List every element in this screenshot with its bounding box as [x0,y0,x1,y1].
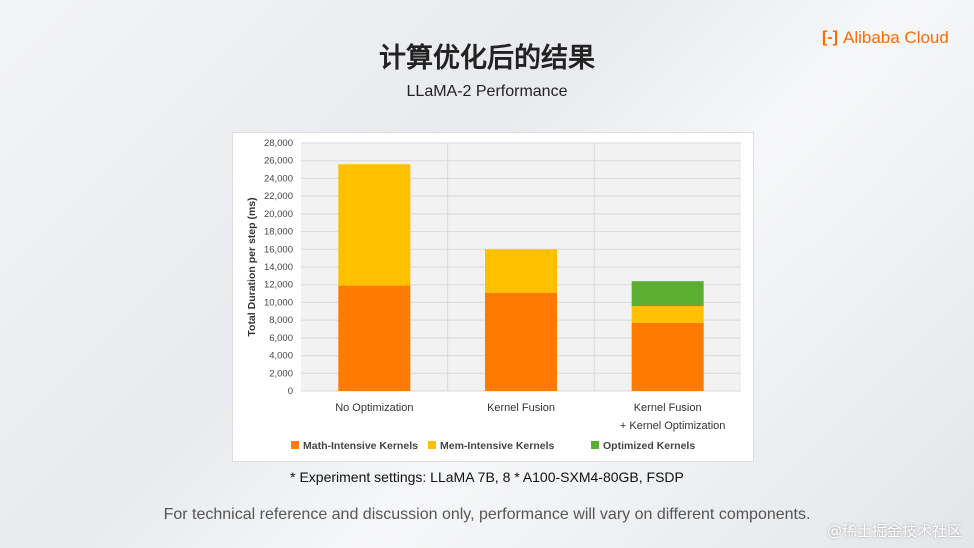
x-tick-label: No Optimization [335,402,413,414]
y-tick-label: 26,000 [264,156,293,167]
bar-segment [631,322,704,391]
chart-subtitle: LLaMA-2 Performance [406,83,568,100]
chart-panel: 0 2,000 4,000 6,000 8,000 10,000 12,000 14,000 1… [232,132,754,462]
logo-text: Alibaba Cloud [842,28,949,47]
legend-swatch [428,441,436,449]
disclaimer: For technical reference and discussion o… [163,506,811,523]
legend-label: Mem-Intensive Kernels [440,440,555,452]
y-tick-label: 4,000 [269,351,293,362]
y-tick-label: 28,000 [264,138,293,149]
y-tick-label: 0 [288,386,293,397]
x-tick-label: + Kernel Optimization [620,420,725,432]
y-tick-label: 8,000 [269,315,293,326]
y-tick-label: 16,000 [264,244,293,255]
bar-segment [631,281,704,306]
bar-segment [338,285,411,391]
legend-label: Math-Intensive Kernels [303,440,418,452]
x-tick-label: Kernel Fusion [634,402,702,414]
y-tick-label: 22,000 [264,191,293,202]
alibaba-cloud-logo: [-] Alibaba Cloud [822,28,949,48]
y-axis-label: Total Duration per step (ms) [246,197,258,336]
bar-segment [485,292,557,391]
bar-segment [631,305,704,323]
legend-label: Optimized Kernels [603,440,695,452]
y-tick-label: 10,000 [264,297,293,308]
y-tick-label: 12,000 [264,280,293,291]
legend-swatch [591,441,599,449]
y-tick-label: 18,000 [264,227,293,238]
bar-segment [338,164,411,286]
y-tick-label: 24,000 [264,173,293,184]
bar-segment [485,249,557,293]
alibaba-logo-icon: [-] [822,29,838,46]
y-tick-label: 20,000 [264,209,293,220]
stacked-bar-chart: 0 2,000 4,000 6,000 8,000 10,000 12,000 14,000 1… [246,138,741,452]
watermark: @稀土掘金技术社区 [826,522,962,540]
experiment-note: * Experiment settings: LLaMA 7B, 8 * A10… [290,469,684,485]
y-tick-label: 2,000 [269,368,293,379]
y-tick-label: 14,000 [264,262,293,273]
legend-swatch [291,441,299,449]
x-tick-label: Kernel Fusion [487,402,555,414]
page-title: 计算优化后的结果 [379,43,595,74]
y-tick-label: 6,000 [269,333,293,344]
